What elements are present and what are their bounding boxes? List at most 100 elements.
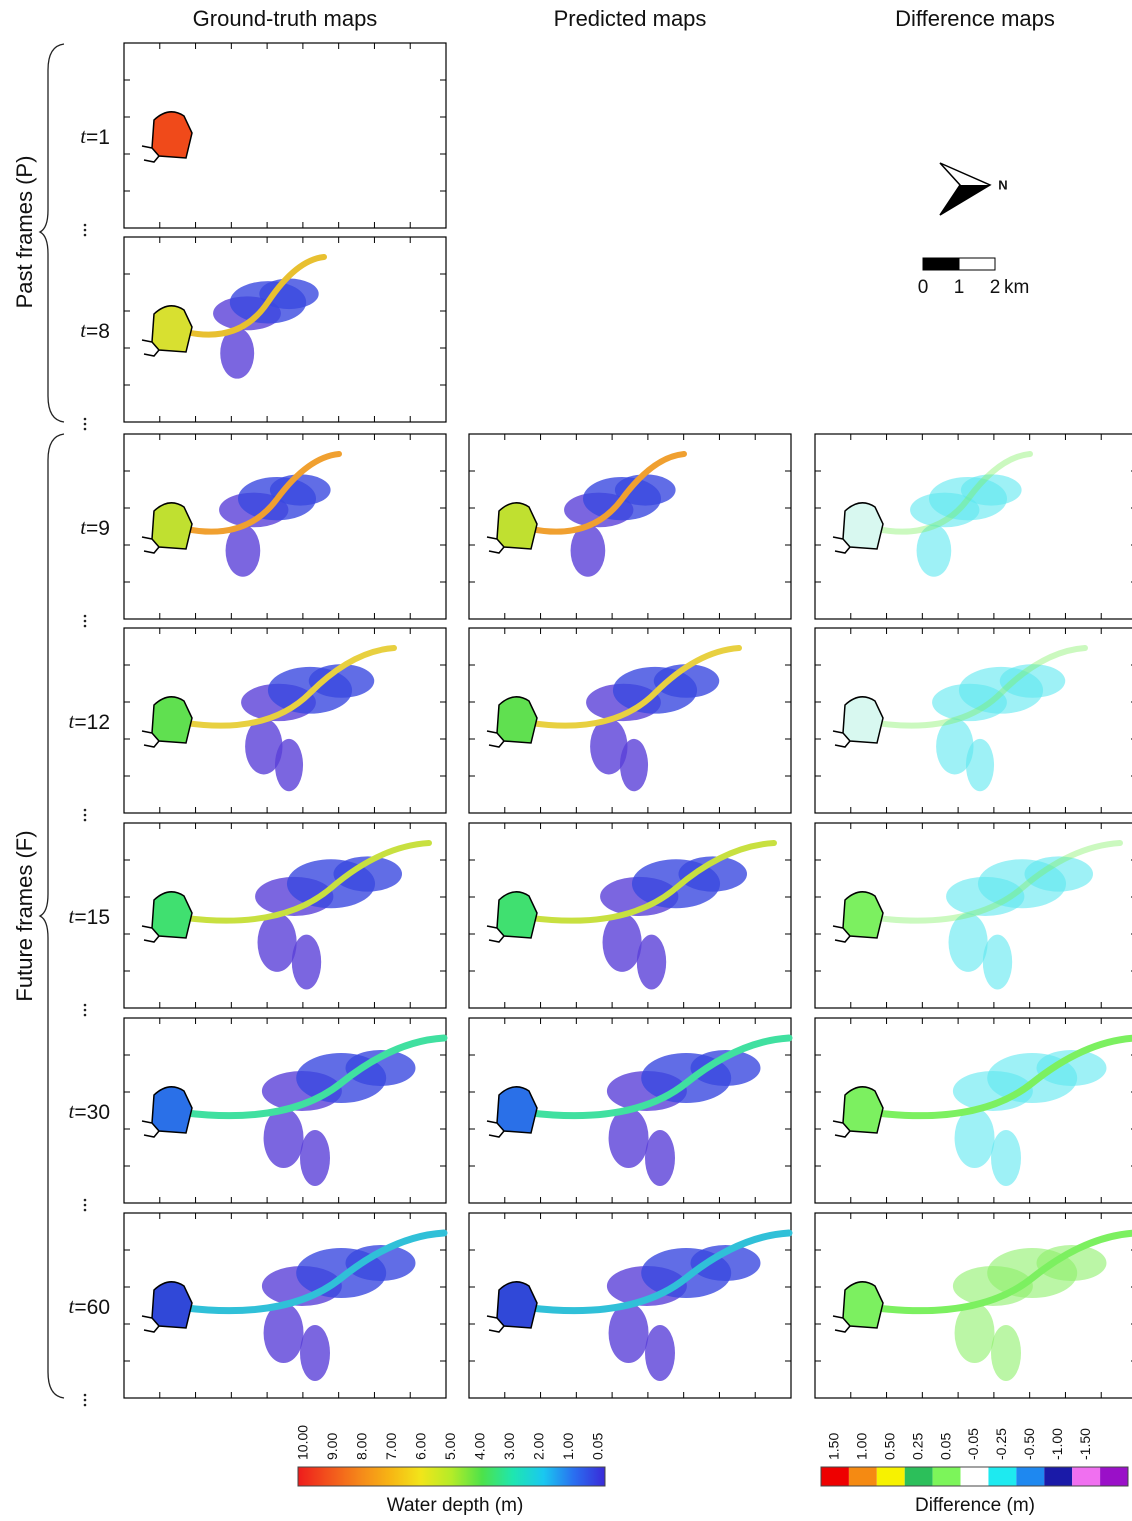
column-header: Predicted maps <box>554 6 707 31</box>
colorbar-tick-label: 8.00 <box>354 1433 370 1460</box>
city-boundary <box>141 891 193 943</box>
colorbar-tick-label: 1.00 <box>854 1433 870 1460</box>
colorbar-tick-label: 2.00 <box>531 1433 547 1460</box>
city-boundary <box>486 696 538 748</box>
panels <box>123 42 1132 1399</box>
flooded-city <box>152 502 192 549</box>
map-panel <box>468 627 792 814</box>
colorbar-tick-label: 1.50 <box>826 1433 842 1460</box>
row-index: =9 <box>86 517 110 540</box>
ellipsis-dot <box>83 422 87 426</box>
colorbar-tick-label: 9.00 <box>324 1433 340 1460</box>
flooded-city <box>843 891 883 938</box>
flood-area <box>999 664 1066 698</box>
ellipsis-dot <box>83 1203 87 1207</box>
map-panel <box>814 627 1132 814</box>
group-label: Future frames (F) <box>12 830 37 1001</box>
row-label: t=15 <box>69 904 110 929</box>
scale-label: 0 <box>918 277 929 298</box>
map-panel <box>123 822 447 1009</box>
map-panel <box>468 1017 793 1204</box>
ellipsis-dot <box>83 1198 87 1202</box>
city-boundary <box>486 1281 538 1333</box>
map-panel <box>468 1212 793 1399</box>
flood-area <box>954 1303 995 1363</box>
ellipsis-dot <box>83 1013 87 1017</box>
colorbar-tick-label: 0.05 <box>937 1433 953 1460</box>
flooded-city <box>152 891 192 938</box>
row-variable: t <box>80 515 87 539</box>
city-boundary <box>141 502 193 554</box>
group-label: Past frames (P) <box>12 156 37 309</box>
scale-label: 1 <box>954 277 965 298</box>
river <box>528 451 687 535</box>
map-panel <box>468 433 792 620</box>
colorbar-tick-label: 5.00 <box>442 1433 458 1460</box>
flooded-city <box>497 1281 537 1328</box>
map-panel <box>123 1017 448 1204</box>
map-panel <box>123 627 447 814</box>
ellipsis-dot <box>83 1208 87 1212</box>
flooded-city <box>152 1281 192 1328</box>
colorbar-tick-label: 1.00 <box>560 1433 576 1460</box>
row-label: t=12 <box>69 709 110 734</box>
flooded-city <box>497 1086 537 1133</box>
ellipsis-dot <box>83 1393 87 1397</box>
flood-area <box>614 474 676 506</box>
colorbar-segment <box>1044 1467 1073 1486</box>
city-boundary <box>832 891 884 943</box>
flood-area <box>602 913 642 972</box>
colorbar-segment <box>960 1467 989 1486</box>
brace <box>38 43 65 423</box>
colorbar-tick-label: 10.00 <box>295 1425 311 1460</box>
flooded-city <box>497 696 537 743</box>
column-header: Difference maps <box>895 6 1055 31</box>
city-boundary <box>832 502 884 554</box>
ellipsis-dot <box>83 1003 87 1007</box>
city-boundary <box>832 1086 884 1138</box>
city-boundary <box>832 1281 884 1333</box>
flood-area <box>608 1303 649 1363</box>
legend-title: Water depth (m) <box>387 1495 524 1516</box>
colorbar-tick-label: -0.05 <box>965 1428 981 1460</box>
flood-area <box>257 913 297 972</box>
map-panel <box>123 1212 448 1399</box>
row-label: t=1 <box>80 124 110 149</box>
north-label: N <box>998 177 1007 192</box>
row-variable: t <box>69 1294 76 1318</box>
flood-area <box>245 718 283 775</box>
flooded-city <box>843 502 883 549</box>
colorbar-tick-label: -0.50 <box>1021 1428 1037 1460</box>
ellipsis-dot <box>83 228 87 232</box>
ellipsis-dot <box>83 1008 87 1012</box>
city-boundary <box>141 1281 193 1333</box>
map-panel <box>814 1017 1132 1204</box>
city-boundary <box>141 111 193 163</box>
river <box>874 451 1033 535</box>
flood-area <box>690 1050 761 1086</box>
row-label: t=60 <box>69 1294 110 1319</box>
river <box>183 645 397 729</box>
colorbar-tick-label: -1.00 <box>1049 1428 1065 1460</box>
row-index: =60 <box>74 1296 110 1319</box>
colorbar-segment <box>932 1467 961 1486</box>
row-label: t=30 <box>69 1099 110 1124</box>
flooded-city <box>843 1086 883 1133</box>
colorbar-tick-label: 6.00 <box>413 1433 429 1460</box>
row-variable: t <box>80 124 87 148</box>
ellipsis-dot <box>83 223 87 227</box>
row-index: =12 <box>74 711 110 734</box>
river <box>527 1034 793 1120</box>
flood-area <box>948 913 988 972</box>
flooded-city <box>152 1086 192 1133</box>
ellipsis-dot <box>83 417 87 421</box>
map-panel <box>814 433 1132 620</box>
row-index: =15 <box>74 906 110 929</box>
flood-area <box>690 1245 761 1281</box>
colorbar-segment <box>876 1467 905 1486</box>
colorbar-segment <box>821 1467 849 1486</box>
flooded-city <box>497 502 537 549</box>
flood-area <box>678 856 748 892</box>
flood-area <box>570 524 606 577</box>
colorbar-segment <box>1100 1467 1128 1486</box>
